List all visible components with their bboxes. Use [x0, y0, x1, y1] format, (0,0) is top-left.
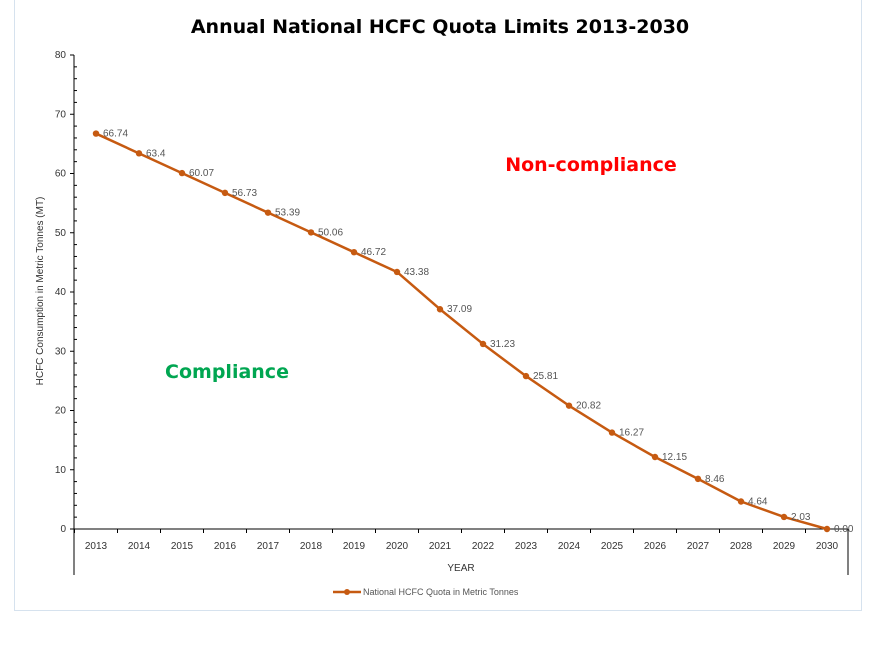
y-axis-label: HCFC Consumption in Metric Tonnes (MT): [35, 197, 46, 386]
data-point: [651, 453, 659, 461]
x-tick-label: 2014: [128, 541, 151, 552]
data-point: [780, 513, 788, 521]
data-label: 60.07: [189, 168, 214, 179]
data-point: [307, 229, 315, 236]
x-tick-label: 2023: [515, 541, 538, 552]
data-point: [221, 189, 229, 197]
y-tick-label: 20: [55, 406, 67, 417]
data-label: 63.4: [146, 148, 166, 159]
data-point: [92, 130, 100, 137]
y-tick-label: 30: [55, 346, 67, 357]
y-tick-label: 60: [55, 169, 67, 180]
y-tick-label: 10: [55, 465, 67, 476]
chart-area: [14, 0, 862, 611]
data-point: [350, 248, 358, 256]
data-label: 66.74: [103, 129, 128, 140]
annotation-non-compliance: Non-compliance: [505, 154, 677, 176]
x-axis-label: YEAR: [447, 563, 474, 574]
x-tick-label: 2025: [601, 541, 624, 552]
x-tick-label: 2017: [257, 541, 280, 552]
data-label: 16.27: [619, 428, 644, 439]
y-tick-label: 50: [55, 228, 67, 239]
series-line: [95, 132, 828, 531]
data-label: 4.64: [748, 497, 768, 508]
data-label: 0.00: [834, 524, 854, 535]
annotation-compliance: Compliance: [165, 361, 289, 383]
data-point: [393, 268, 401, 276]
data-label: 50.06: [318, 227, 343, 238]
data-label: 46.72: [361, 247, 386, 258]
y-tick-label: 70: [55, 109, 67, 120]
x-tick-label: 2016: [214, 541, 237, 552]
x-tick-label: 2021: [429, 541, 452, 552]
data-label: 2.03: [791, 512, 811, 523]
data-label: 25.81: [533, 371, 558, 382]
data-point: [565, 402, 573, 409]
data-label: 12.15: [662, 452, 687, 463]
data-point: [436, 306, 444, 313]
data-label: 56.73: [232, 188, 257, 199]
data-point: [479, 340, 487, 348]
x-tick-label: 2028: [730, 541, 753, 552]
data-point: [135, 150, 143, 157]
data-point: [522, 372, 530, 380]
y-tick-label: 0: [60, 524, 66, 535]
x-axis: 2013 2014 2015 2016 2017 2018 2019 2020 2021 2022…: [73, 528, 849, 575]
y-tick-label: 80: [55, 50, 67, 61]
data-label: 53.39: [275, 208, 300, 219]
data-point: [694, 475, 702, 483]
data-label: 20.82: [576, 401, 601, 412]
data-point: [737, 498, 745, 505]
x-tick-label: 2020: [386, 541, 409, 552]
x-tick-label: 2029: [773, 541, 796, 552]
legend-label: National HCFC Quota in Metric Tonnes: [363, 587, 519, 597]
data-point: [178, 169, 186, 177]
legend-marker-swatch: [344, 589, 350, 595]
x-tick-label: 2015: [171, 541, 194, 552]
x-tick-label: 2027: [687, 541, 710, 552]
y-tick-label: 40: [55, 287, 67, 298]
x-tick-label: 2019: [343, 541, 366, 552]
data-label: 43.38: [404, 267, 429, 278]
data-point: [823, 525, 831, 533]
data-label: 37.09: [447, 304, 472, 315]
x-tick-label: 2026: [644, 541, 667, 552]
x-tick-label: 2024: [558, 541, 581, 552]
chart-title: Annual National HCFC Quota Limits 2013-2…: [191, 16, 689, 38]
x-tick-label: 2018: [300, 541, 323, 552]
data-point: [264, 209, 272, 216]
x-tick-label: 2030: [816, 541, 839, 552]
series-group: 66.74 63.4 60.07 56.73 53.39 50.06 46.72 43.38 3…: [92, 129, 854, 535]
data-point: [608, 429, 616, 436]
x-tick-label: 2022: [472, 541, 495, 552]
data-label: 8.46: [705, 474, 725, 485]
legend: National HCFC Quota in Metric Tonnes: [333, 587, 519, 597]
y-axis: 0 10 20 30 40 50 60 70 80: [55, 50, 77, 535]
data-label: 31.23: [490, 339, 515, 350]
x-tick-label: 2013: [85, 541, 108, 552]
